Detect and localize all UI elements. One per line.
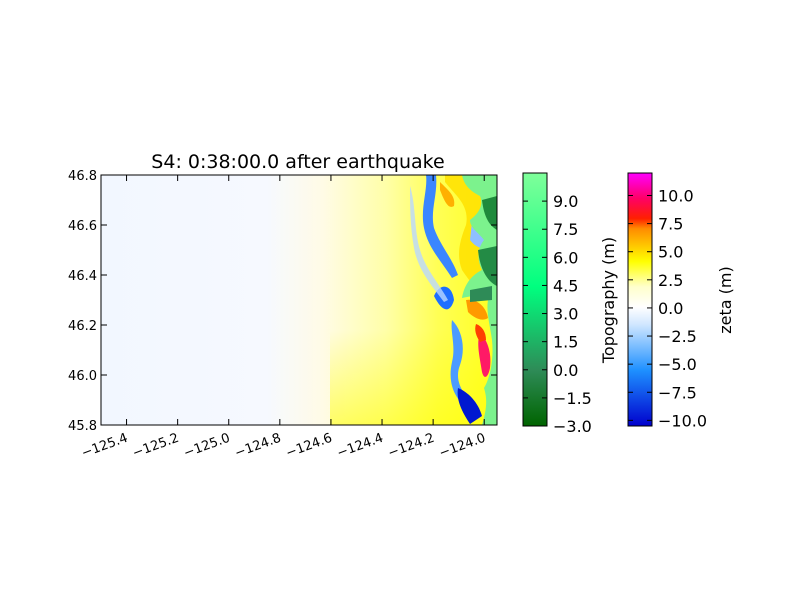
topography-colorbar: −3.0 −1.5 0.0 1.5 3.0 4.5 6.0 7.5 9.0 Topography…: [522, 172, 618, 436]
x-tick-label: −125.0: [182, 431, 232, 462]
x-tick-label: −124.0: [437, 431, 487, 462]
plot-frame: [100, 174, 498, 426]
wave-peak-red: [475, 324, 486, 342]
wave-crest-orange-north: [440, 182, 455, 207]
zeta-colorbar-ticks: −10.0 −7.5 −5.0 −2.5 0.0 2.5 5.0 7.5 10.0: [628, 186, 707, 430]
land-highland-north: [482, 196, 497, 230]
y-tick-label: 45.8: [68, 419, 97, 434]
land-lowland-river: [470, 286, 492, 302]
y-tick-label: 46.2: [68, 319, 97, 334]
colorbar-tick-label: −1.5: [553, 389, 592, 408]
colorbar-tick-label: 1.5: [553, 333, 578, 352]
y-tick-label: 46.0: [68, 369, 97, 384]
topography-colorbar-gradient: [522, 172, 548, 427]
land-coast: [462, 175, 497, 425]
colorbar-tick-label: 3.0: [553, 305, 578, 324]
x-tick-label: −124.2: [386, 431, 436, 462]
x-tick-label: −125.4: [80, 431, 130, 462]
y-tick-label: 46.6: [68, 219, 97, 234]
colorbar-tick-label: 7.5: [553, 220, 578, 239]
wave-trough-deep-south: [457, 388, 482, 424]
y-tick-label: 46.8: [68, 169, 97, 184]
y-tick-label: 46.4: [68, 269, 97, 284]
colorbar-tick-label: 6.0: [553, 248, 578, 267]
colorbar-tick-label: 4.5: [553, 276, 578, 295]
wave-trough-blue-shelf: [450, 320, 476, 410]
land-highland-mid: [478, 246, 497, 286]
colorbar-tick-label: −7.5: [658, 383, 697, 402]
colorbar-tick-label: 10.0: [658, 186, 694, 205]
colorbar-tick-label: −10.0: [658, 411, 707, 430]
colorbar-tick-label: 9.0: [553, 192, 578, 211]
colorbar-tick-label: −5.0: [658, 355, 697, 374]
colorbar-tick-label: −2.5: [658, 327, 697, 346]
x-tick-label: −124.6: [284, 431, 334, 462]
wave-trough-blue-north: [422, 175, 458, 278]
chart-title: S4: 0:38:00.0 after earthquake: [151, 151, 444, 173]
plot-area: [101, 175, 497, 425]
topography-colorbar-label: Topography (m): [599, 237, 618, 364]
y-axis: 45.8 46.0 46.2 46.4 46.6 46.8: [68, 169, 497, 434]
colorbar-tick-label: 2.5: [658, 271, 683, 290]
x-tick-label: −124.4: [335, 431, 385, 462]
colorbar-tick-label: 7.5: [658, 215, 683, 234]
wave-peak-orange: [466, 299, 488, 320]
x-tick-label: −124.8: [233, 431, 283, 462]
wave-peak-magenta: [478, 332, 491, 377]
colorbar-tick-label: 5.0: [658, 243, 683, 262]
zeta-colorbar: −10.0 −7.5 −5.0 −2.5 0.0 2.5 5.0 7.5 10.0 zeta (…: [627, 172, 735, 430]
colorbar-tick-label: 0.0: [658, 299, 683, 318]
colorbar-tick-label: 0.0: [553, 361, 578, 380]
zeta-colorbar-label: zeta (m): [716, 266, 735, 333]
x-tick-label: −125.2: [131, 431, 181, 462]
pale-blue-fringe: [410, 186, 448, 302]
topography-colorbar-ticks: −3.0 −1.5 0.0 1.5 3.0 4.5 6.0 7.5 9.0: [523, 192, 592, 436]
colorbar-tick-label: −3.0: [553, 417, 592, 436]
zeta-colorbar-gradient: [627, 172, 653, 427]
